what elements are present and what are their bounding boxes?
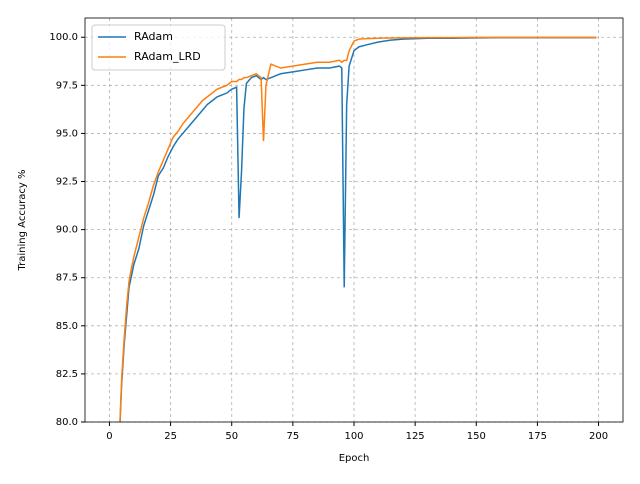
y-tick-label: 95.0 <box>56 128 78 139</box>
legend-label: RAdam <box>134 30 173 43</box>
x-tick-label: 175 <box>528 431 547 442</box>
plot-frame <box>84 17 624 423</box>
y-tick-label: 100.0 <box>49 32 78 43</box>
y-tick-label: 85.0 <box>56 321 78 332</box>
x-tick-label: 25 <box>164 431 177 442</box>
y-tick-label: 97.5 <box>56 80 78 91</box>
line <box>119 36 597 422</box>
line <box>119 36 597 422</box>
x-tick-label: 200 <box>589 431 608 442</box>
y-tick-label: 82.5 <box>56 369 78 380</box>
x-tick-label: 125 <box>406 431 425 442</box>
x-tick-label: 0 <box>106 431 112 442</box>
x-tick-label: 150 <box>467 431 486 442</box>
y-tick-label: 80.0 <box>56 417 78 428</box>
x-tick-label: 100 <box>344 431 363 442</box>
x-axis-label: Epoch <box>339 453 370 464</box>
y-axis-label: Training Accuracy % <box>17 170 28 272</box>
y-tick-label: 87.5 <box>56 273 78 284</box>
y-tick-label: 90.0 <box>56 225 78 236</box>
y-tick-label: 92.5 <box>56 177 78 188</box>
x-tick-label: 50 <box>225 431 238 442</box>
x-tick-label: 75 <box>286 431 299 442</box>
legend-label: RAdam_LRD <box>134 50 201 63</box>
